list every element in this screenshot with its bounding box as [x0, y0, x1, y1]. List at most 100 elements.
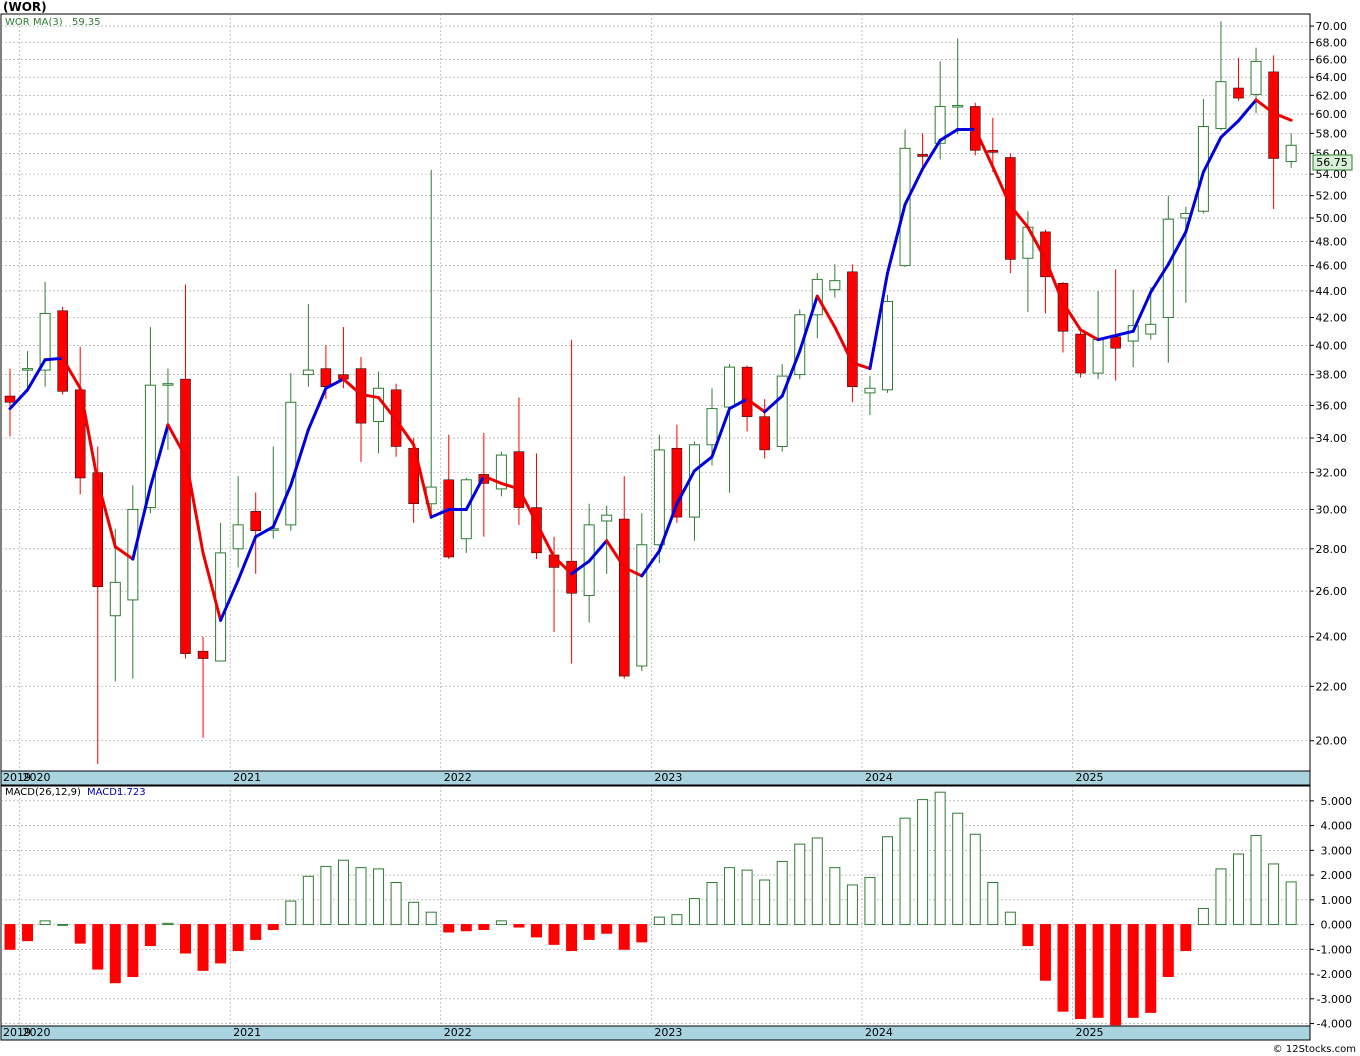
macd-bar	[127, 924, 139, 978]
macd-y-tick-label: -1.000	[1317, 943, 1352, 956]
macd-bar	[460, 924, 472, 932]
candle-body	[302, 369, 314, 376]
macd-bar	[1110, 924, 1122, 1026]
ma3-segment	[675, 469, 696, 506]
macd-y-tick-label: 5.000	[1321, 795, 1353, 808]
macd-bar	[1022, 924, 1034, 947]
macd-legend-label: MACD:	[87, 787, 120, 798]
candle-body	[1075, 333, 1086, 374]
ma3-segment	[271, 483, 293, 529]
macd-bar	[302, 875, 314, 926]
macd-bar	[180, 924, 191, 954]
macd-bar	[320, 865, 332, 926]
candle-body	[373, 387, 385, 423]
macd-bar	[1145, 924, 1157, 1013]
ma3-segment	[1079, 328, 1100, 342]
price-y-tick-label: 68.00	[1316, 37, 1348, 50]
macd-bar	[1075, 924, 1087, 1020]
macd-bar	[1039, 924, 1051, 981]
candle-body	[162, 383, 174, 386]
macd-bar	[443, 924, 455, 933]
macd-y-tick-label: 4.000	[1321, 820, 1353, 833]
macd-bar	[566, 924, 578, 952]
macd-bar	[390, 881, 402, 926]
macd-bar	[478, 924, 490, 931]
price-legend-indicator: MA(3)	[33, 17, 63, 28]
macd-bar	[829, 867, 841, 926]
ma3-segment	[1201, 135, 1223, 174]
ma3-segment	[605, 539, 626, 569]
ma3-segment	[1096, 333, 1118, 342]
candle-body	[443, 479, 454, 558]
ma3-segment	[780, 349, 802, 398]
price-legend-symbol: WOR	[5, 17, 30, 28]
candle-body	[776, 375, 788, 447]
candle-body	[864, 387, 876, 394]
price-y-tick-label: 64.00	[1316, 71, 1348, 84]
macd-bar	[899, 817, 911, 926]
macd-bar	[4, 924, 16, 950]
macd-bar	[144, 924, 156, 947]
price-y-tick-label: 40.00	[1316, 339, 1348, 352]
ma3-segment	[166, 423, 187, 459]
ma3-segment	[798, 294, 819, 353]
candle-body	[1040, 231, 1051, 278]
candle-body	[671, 447, 683, 518]
price-x-tick-label: 2019	[3, 771, 31, 784]
price-grid	[1, 14, 1310, 770]
macd-grid	[1, 786, 1310, 1026]
macd-bar	[1180, 924, 1192, 952]
macd-bar	[1285, 881, 1297, 926]
ma3-segment	[587, 539, 609, 563]
macd-bar	[969, 833, 981, 926]
candle-body	[1110, 336, 1121, 349]
candle-body	[706, 408, 718, 446]
ma3-segment	[78, 386, 100, 484]
ma3-segment	[324, 377, 345, 390]
macd-bar	[22, 924, 34, 942]
macd-bar	[408, 901, 420, 926]
macd-bar	[688, 898, 700, 926]
ma3-segment	[886, 203, 907, 275]
price-pane	[0, 13, 1311, 773]
macd-bar	[355, 867, 367, 926]
candle-body	[1145, 323, 1157, 335]
ma3-segment	[815, 294, 837, 329]
price-x-tick-label: 2025	[1076, 771, 1104, 784]
macd-pane	[0, 785, 1311, 1027]
ma3-segment	[517, 487, 538, 525]
ma3-segment	[113, 545, 135, 561]
ma3-segment	[148, 423, 170, 489]
price-y-tick-label: 48.00	[1316, 235, 1348, 248]
macd-bar	[724, 867, 736, 926]
ma3-segment	[254, 525, 275, 539]
candle-body	[1285, 144, 1297, 163]
candle-body	[724, 366, 736, 408]
ma3-segment	[728, 397, 749, 411]
macd-time-axis-band	[0, 1025, 1311, 1041]
candle-body	[688, 444, 700, 518]
ma3-segment	[1061, 301, 1083, 332]
macd-bar	[337, 859, 349, 926]
price-y-tick-label: 26.00	[1316, 585, 1348, 598]
price-legend-value: 59.35	[72, 17, 101, 28]
macd-y-tick-label: -2.000	[1317, 968, 1352, 981]
candle-body	[1250, 60, 1262, 95]
price-x-tick-label: 2020	[23, 771, 51, 784]
price-time-axis-band	[0, 770, 1311, 786]
candle-body	[829, 280, 841, 291]
price-y-tick-label: 20.00	[1316, 735, 1348, 748]
ma3-segment	[289, 428, 310, 487]
price-y-tick-label: 34.00	[1316, 432, 1348, 445]
macd-bar	[1127, 924, 1139, 1018]
macd-x-tick-label: 2021	[233, 1026, 261, 1039]
macd-bar	[706, 881, 718, 926]
ma3-segment	[973, 127, 995, 169]
ma3-segment	[429, 507, 451, 519]
candle-body	[759, 416, 770, 451]
ma3-segment	[359, 392, 381, 400]
candle-body	[92, 472, 103, 587]
ma3-segment	[903, 167, 925, 207]
macd-bar	[846, 884, 858, 926]
